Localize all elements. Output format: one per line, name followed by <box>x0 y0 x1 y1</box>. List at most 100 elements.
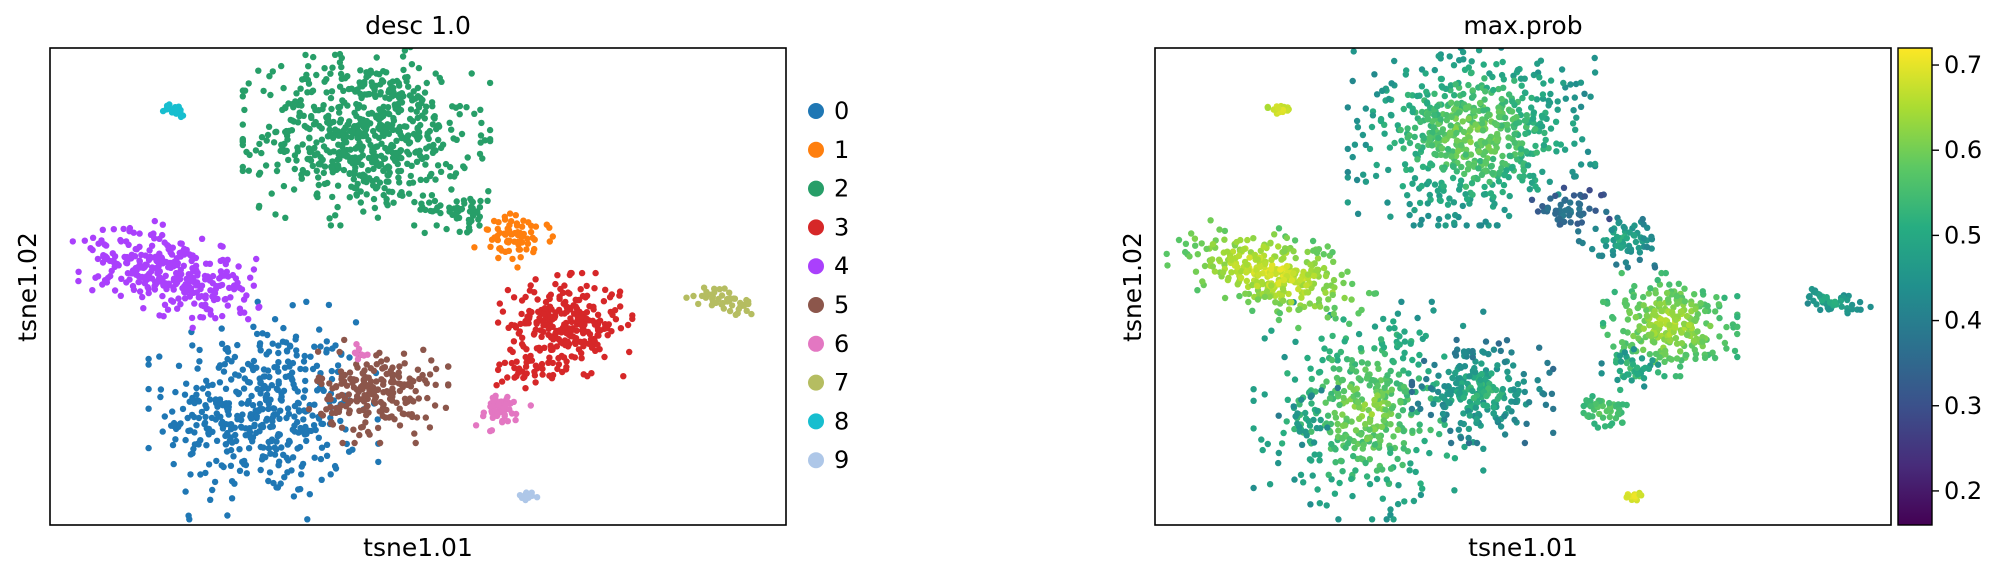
point-value <box>1485 111 1493 118</box>
point-cluster-0 <box>260 444 267 451</box>
point-cluster-2 <box>428 192 436 199</box>
point-cluster-5 <box>360 377 368 384</box>
point-value <box>1324 412 1332 419</box>
point-value <box>1536 344 1543 351</box>
point-cluster-4 <box>94 255 102 263</box>
point-value <box>1611 288 1618 296</box>
point-cluster-3 <box>494 366 502 374</box>
point-cluster-5 <box>362 419 369 426</box>
point-cluster-3 <box>547 291 554 298</box>
point-cluster-3 <box>552 280 559 288</box>
point-value <box>1425 212 1432 220</box>
point-value <box>1533 149 1541 156</box>
point-cluster-2 <box>374 214 382 221</box>
point-cluster-3 <box>526 357 533 364</box>
point-cluster-2 <box>383 199 390 207</box>
point-cluster-2 <box>245 80 252 87</box>
point-value <box>1295 306 1302 314</box>
point-value <box>1408 388 1416 396</box>
point-value <box>1383 476 1391 483</box>
point-value <box>1244 236 1251 244</box>
point-cluster-4 <box>204 273 211 280</box>
point-value <box>1570 107 1577 114</box>
point-cluster-5 <box>343 382 351 389</box>
point-value <box>1349 280 1356 288</box>
point-cluster-2 <box>338 54 345 62</box>
point-cluster-2 <box>351 168 358 175</box>
point-cluster-6 <box>502 401 509 408</box>
point-value <box>1479 120 1486 127</box>
point-value <box>1443 452 1451 459</box>
point-cluster-4 <box>212 315 219 322</box>
point-cluster-5 <box>381 364 389 371</box>
point-value <box>1606 413 1614 421</box>
point-cluster-0 <box>253 429 260 437</box>
point-cluster-0 <box>234 412 241 420</box>
point-cluster-3 <box>538 333 545 340</box>
point-value <box>1447 439 1455 447</box>
point-cluster-2 <box>406 180 413 187</box>
point-cluster-3 <box>594 311 602 318</box>
point-value <box>1486 178 1493 186</box>
point-value <box>1541 129 1548 137</box>
point-cluster-6 <box>504 418 511 425</box>
point-cluster-3 <box>626 348 633 356</box>
point-value <box>1221 236 1228 243</box>
point-value <box>1272 270 1280 278</box>
point-cluster-0 <box>302 377 309 385</box>
point-cluster-0 <box>238 416 245 424</box>
point-cluster-2 <box>393 137 400 144</box>
point-value <box>1438 393 1446 400</box>
point-cluster-0 <box>250 357 258 365</box>
point-value <box>1612 359 1620 366</box>
point-cluster-3 <box>535 308 542 315</box>
point-cluster-2 <box>455 214 463 221</box>
point-cluster-2 <box>380 112 387 120</box>
point-value <box>1405 370 1412 377</box>
point-cluster-3 <box>603 324 610 332</box>
point-value <box>1501 206 1508 214</box>
point-cluster-0 <box>170 460 177 468</box>
point-cluster-5 <box>407 379 414 386</box>
point-cluster-4 <box>218 281 226 289</box>
point-cluster-4 <box>186 275 194 283</box>
point-cluster-4 <box>127 254 134 261</box>
point-cluster-2 <box>335 151 342 158</box>
point-value <box>1395 482 1402 489</box>
point-value <box>1355 375 1363 382</box>
point-value <box>1651 323 1658 331</box>
point-cluster-5 <box>318 375 326 382</box>
point-cluster-3 <box>518 310 525 318</box>
point-cluster-2 <box>339 97 346 104</box>
point-cluster-2 <box>380 68 387 75</box>
point-value <box>1521 388 1529 396</box>
point-cluster-5 <box>339 439 346 447</box>
point-cluster-0 <box>224 355 231 363</box>
point-cluster-6 <box>487 403 494 410</box>
point-cluster-4 <box>117 238 125 245</box>
point-cluster-3 <box>555 361 563 368</box>
point-value <box>1307 393 1314 401</box>
point-value <box>1510 72 1517 80</box>
point-value <box>1310 439 1318 446</box>
point-cluster-2 <box>486 126 494 134</box>
point-value <box>1816 291 1823 299</box>
point-value <box>1656 300 1664 308</box>
point-value <box>1411 175 1419 182</box>
point-cluster-2 <box>433 222 440 229</box>
point-cluster-3 <box>539 365 546 373</box>
point-value <box>1566 212 1573 219</box>
point-cluster-1 <box>494 225 501 233</box>
point-value <box>1481 96 1488 103</box>
point-value <box>1512 398 1519 405</box>
point-value <box>1448 113 1455 121</box>
point-cluster-7 <box>718 292 726 299</box>
point-value <box>1281 248 1288 255</box>
point-value <box>1401 349 1408 356</box>
point-cluster-2 <box>384 148 392 155</box>
point-cluster-0 <box>227 462 235 469</box>
point-value <box>1621 349 1629 356</box>
point-cluster-2 <box>326 120 333 128</box>
point-value <box>1348 418 1355 425</box>
point-cluster-5 <box>378 408 385 415</box>
